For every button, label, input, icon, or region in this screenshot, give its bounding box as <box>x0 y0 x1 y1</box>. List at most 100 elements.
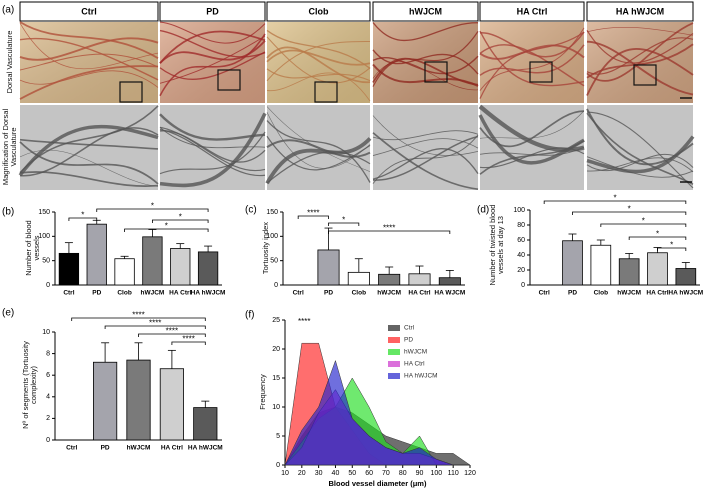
x-tick-label: HA WJCM <box>434 290 465 297</box>
significance-label: **** <box>166 327 178 336</box>
significance-label: * <box>165 222 168 231</box>
y-tick-label: 80 <box>517 222 525 229</box>
bar <box>438 277 461 286</box>
vessel <box>372 31 479 87</box>
axis-label: Frequency <box>257 374 267 410</box>
significance-bracket <box>572 211 687 215</box>
vessel <box>266 112 371 169</box>
y-tick-label: 20 <box>272 346 280 353</box>
significance-label: * <box>179 213 182 222</box>
x-tick-label: PD <box>324 290 333 297</box>
bar <box>142 236 163 286</box>
legend-label: hWJCM <box>404 349 427 356</box>
panel-label: (b) <box>2 207 14 218</box>
vessel <box>19 21 159 59</box>
bar <box>317 249 340 286</box>
x-tick-label: HA Ctrl <box>161 445 183 452</box>
vessel <box>19 70 159 88</box>
bar <box>408 273 431 286</box>
y-tick-label: 8 <box>46 350 50 357</box>
vessel <box>19 127 159 177</box>
y-tick-label: 5 <box>276 433 280 440</box>
x-tick-label: 120 <box>464 470 476 477</box>
y-tick-label: 6 <box>46 372 50 379</box>
y-tick-label: 15 <box>272 375 280 382</box>
zoom-box <box>314 81 338 103</box>
vessel <box>265 137 372 185</box>
vessel <box>159 126 266 172</box>
column-header-box <box>266 1 371 22</box>
column-header: PD <box>206 6 219 16</box>
significance-bracket <box>328 222 360 226</box>
legend-swatch <box>388 337 400 343</box>
vessel <box>586 153 694 172</box>
bar <box>590 244 612 286</box>
significance-label: **** <box>298 317 310 326</box>
significance-label: * <box>151 202 154 211</box>
vessel <box>479 44 585 76</box>
significance-bracket <box>138 333 206 337</box>
x-tick-label: 80 <box>399 470 407 477</box>
legend-swatch <box>388 325 400 331</box>
bar <box>159 368 184 441</box>
legend-label: HA Ctrl <box>404 361 425 368</box>
y-tick-label: 10 <box>272 404 280 411</box>
axis-label: Dorsal Vasculature <box>4 30 14 94</box>
x-tick-label: Clob <box>352 290 366 297</box>
x-tick-label: 30 <box>315 470 323 477</box>
legend-swatch <box>388 373 400 379</box>
photo-magnified <box>373 105 478 190</box>
bar <box>58 252 80 286</box>
x-tick-label: PD <box>101 445 110 452</box>
y-tick-label: 40 <box>517 252 525 259</box>
vessel <box>586 157 694 173</box>
vessel <box>19 65 159 100</box>
vessel <box>372 63 479 87</box>
significance-label: * <box>670 241 673 250</box>
column-header-box <box>159 1 266 22</box>
vessel <box>159 35 266 84</box>
legend-label: PD <box>404 337 413 344</box>
significance-label: * <box>628 205 631 214</box>
x-tick-label: 70 <box>382 470 390 477</box>
x-tick-label: HA hWJCM <box>668 290 703 297</box>
photo-shade <box>160 22 265 103</box>
y-tick-label: 0 <box>46 282 50 289</box>
vessel <box>266 29 371 69</box>
x-tick-label: Clob <box>594 290 608 297</box>
vessel <box>372 49 479 75</box>
column-header: HA hWJCM <box>616 6 664 16</box>
axis-label: Number of blood vessels <box>23 220 42 276</box>
significance-label: **** <box>307 209 319 218</box>
y-tick-label: 60 <box>517 237 525 244</box>
vessel <box>159 112 267 188</box>
x-tick-label: hWJCM <box>377 290 401 297</box>
significance-label: **** <box>383 224 395 233</box>
vessel <box>19 22 159 70</box>
vessel <box>479 30 585 87</box>
y-tick-label: 25 <box>272 317 280 324</box>
y-tick-label: 100 <box>513 207 525 214</box>
vessel <box>586 30 694 64</box>
y-tick-label: 100 <box>266 233 278 240</box>
y-tick-label: 50 <box>42 258 50 265</box>
vessel <box>19 53 159 71</box>
vessel <box>266 151 371 184</box>
x-tick-label: hWJCM <box>140 290 164 297</box>
vessel <box>479 27 585 91</box>
vessel <box>586 48 694 96</box>
vessel <box>159 30 266 64</box>
vessel <box>266 46 371 83</box>
vessel <box>19 37 159 81</box>
significance-bracket <box>628 236 687 240</box>
bar <box>86 223 107 286</box>
bar <box>562 240 583 286</box>
significance-bracket <box>104 325 206 329</box>
column-header: Ctrl <box>81 6 97 16</box>
significance-label: * <box>81 211 84 220</box>
x-tick-label: 50 <box>348 470 356 477</box>
zoom-box <box>529 61 553 83</box>
vessel <box>372 22 479 42</box>
vessel <box>372 115 479 156</box>
significance-label: * <box>613 194 616 203</box>
